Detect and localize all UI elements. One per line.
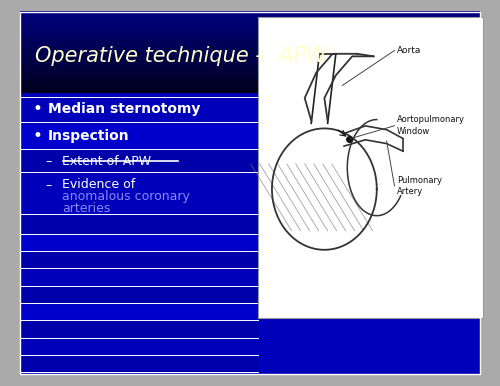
Bar [20, 72, 480, 74]
Bar [20, 80, 480, 82]
Bar [20, 58, 480, 60]
Text: •: • [32, 127, 42, 145]
Text: Inspection: Inspection [48, 129, 129, 143]
Bar [20, 22, 480, 24]
Bar [20, 357, 258, 372]
Bar [20, 61, 480, 63]
Bar [20, 14, 480, 15]
Bar [20, 93, 480, 374]
Bar [20, 16, 480, 19]
Bar [20, 62, 480, 64]
Bar [20, 216, 258, 234]
Bar [20, 77, 480, 79]
Bar [20, 63, 480, 66]
Bar [20, 83, 480, 85]
Bar [20, 305, 258, 320]
Bar [20, 47, 480, 49]
Text: Aorta: Aorta [397, 46, 421, 55]
Bar [20, 42, 480, 44]
Bar [20, 15, 480, 17]
Bar [20, 38, 480, 40]
Bar [20, 30, 480, 32]
Bar [20, 74, 480, 76]
Bar [20, 54, 480, 56]
Bar [20, 86, 480, 88]
Bar [20, 73, 480, 75]
Bar [20, 32, 480, 35]
Text: •: • [32, 100, 42, 118]
Text: –: – [45, 155, 52, 168]
Bar [20, 24, 480, 26]
Bar [20, 50, 480, 52]
Bar [20, 124, 258, 149]
Bar [20, 322, 258, 338]
Bar [20, 253, 258, 268]
Bar [20, 68, 480, 69]
Bar [20, 90, 480, 93]
Bar [20, 12, 480, 14]
Bar [20, 288, 258, 303]
Bar [20, 96, 258, 122]
Text: arteries: arteries [62, 202, 111, 215]
Bar [20, 34, 480, 36]
Bar [20, 39, 480, 41]
Bar [20, 49, 480, 51]
Bar [20, 69, 480, 71]
Bar [20, 174, 258, 214]
Bar [20, 78, 480, 80]
Text: Aortopulmonary
Window: Aortopulmonary Window [397, 115, 465, 136]
Bar [20, 18, 480, 20]
Bar [20, 43, 480, 46]
Bar [20, 151, 258, 172]
Bar [20, 56, 480, 58]
Bar [20, 84, 480, 86]
Bar [20, 27, 480, 29]
Bar [20, 89, 480, 91]
Bar [20, 59, 480, 61]
Bar [20, 70, 480, 73]
Bar [20, 51, 480, 53]
Bar [20, 35, 480, 37]
Bar [20, 11, 480, 13]
Bar [258, 17, 482, 318]
Text: Evidence of: Evidence of [62, 178, 136, 191]
Bar [20, 31, 480, 33]
Bar [20, 76, 480, 78]
Bar [20, 20, 480, 22]
Bar [20, 85, 480, 87]
Bar [20, 270, 258, 286]
Bar [20, 53, 480, 55]
Bar [20, 65, 480, 67]
Bar [20, 88, 480, 90]
Text: Median sternotomy: Median sternotomy [48, 102, 200, 116]
Text: –: – [45, 179, 52, 192]
Bar [20, 37, 480, 39]
Text: anomalous coronary: anomalous coronary [62, 190, 190, 203]
Bar [20, 235, 258, 251]
Text: Extent of APW: Extent of APW [62, 155, 152, 168]
Text: Pulmonary
Artery: Pulmonary Artery [397, 176, 442, 196]
Bar [20, 28, 480, 30]
Text: Operative technique –  APW: Operative technique – APW [35, 46, 326, 66]
Bar [20, 23, 480, 25]
Bar [20, 19, 480, 21]
Bar [20, 340, 258, 355]
Bar [20, 46, 480, 48]
Bar [20, 66, 480, 68]
Bar [20, 57, 480, 59]
Bar [20, 26, 480, 28]
Bar [20, 45, 480, 47]
Bar [20, 41, 480, 43]
Bar [20, 81, 480, 83]
